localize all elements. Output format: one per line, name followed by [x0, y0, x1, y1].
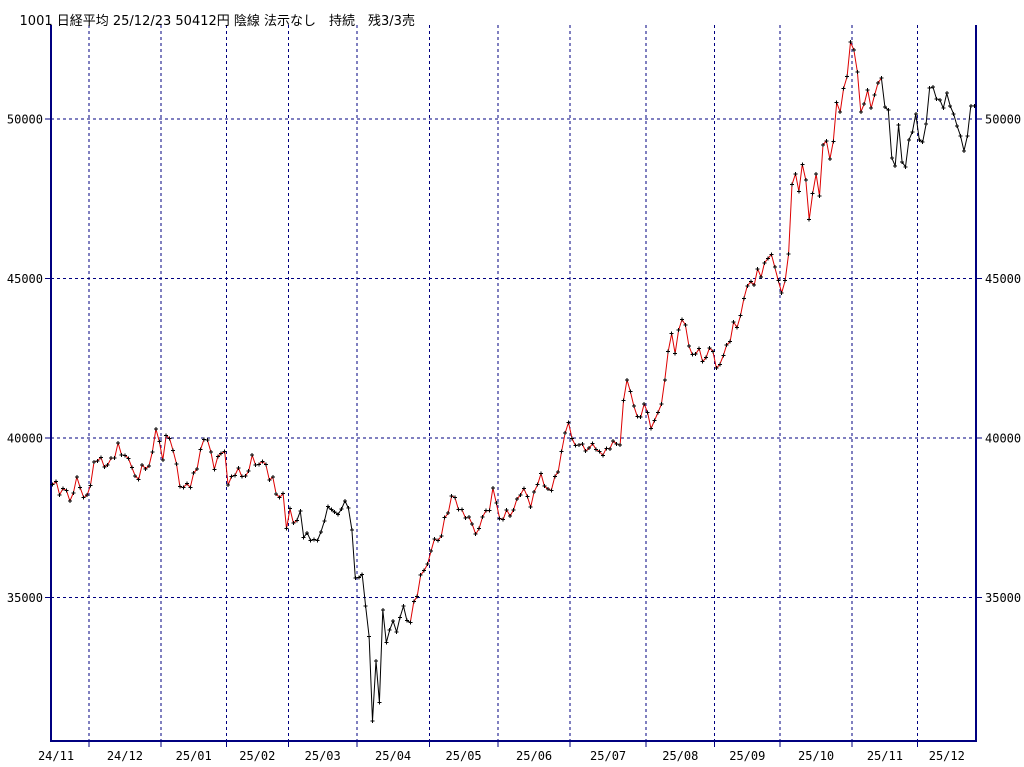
x-axis-label: 25/12 [929, 749, 965, 763]
y-axis-label-right: 35000 [985, 591, 1021, 605]
y-grid-and-labels: 35000 35000 40000 40000 45000 45000 50000 50000 [7, 113, 1021, 606]
axes-frame [50, 25, 977, 742]
x-axis-label: 25/11 [867, 749, 903, 763]
chart-title-text: 1001 日経平均 25/12/23 50412円 陰線 法示なし 持続 残3/… [19, 14, 415, 29]
price-line [52, 41, 975, 721]
x-axis-label: 25/01 [176, 749, 212, 763]
x-axis-label: 25/08 [662, 749, 698, 763]
y-axis-label-left: 45000 [7, 272, 43, 286]
x-axis-label: 25/07 [590, 749, 626, 763]
y-axis-label-right: 50000 [985, 113, 1021, 127]
price-segment-black [296, 499, 411, 721]
x-axis-label: 24/11 [38, 749, 74, 763]
y-axis-label-left: 50000 [7, 113, 43, 127]
y-axis-label-left: 40000 [7, 432, 43, 446]
x-axis-labels: 24/11 24/12 25/01 25/02 25/03 25/04 25/05 25/06… [38, 749, 965, 763]
price-segment-black [880, 78, 975, 169]
x-axis-label: 25/09 [729, 749, 765, 763]
x-axis-label: 25/06 [516, 749, 552, 763]
x-axis-label: 25/02 [239, 749, 275, 763]
x-axis-label: 25/04 [375, 749, 411, 763]
y-axis-label-left: 35000 [7, 591, 43, 605]
y-axis-label-right: 40000 [985, 432, 1021, 446]
price-segment-red [52, 428, 298, 529]
y-axis-label-right: 45000 [985, 272, 1021, 286]
x-grid [88, 25, 918, 747]
data-point-markers [50, 40, 977, 723]
x-axis-label: 25/05 [446, 749, 482, 763]
chart-title-bar: 1001 日経平均 25/12/23 50412円 陰線 法示なし 持続 残3/… [3, 1, 415, 29]
x-axis-label: 25/03 [305, 749, 341, 763]
x-axis-label: 24/12 [107, 749, 143, 763]
x-axis-label: 25/10 [798, 749, 834, 763]
